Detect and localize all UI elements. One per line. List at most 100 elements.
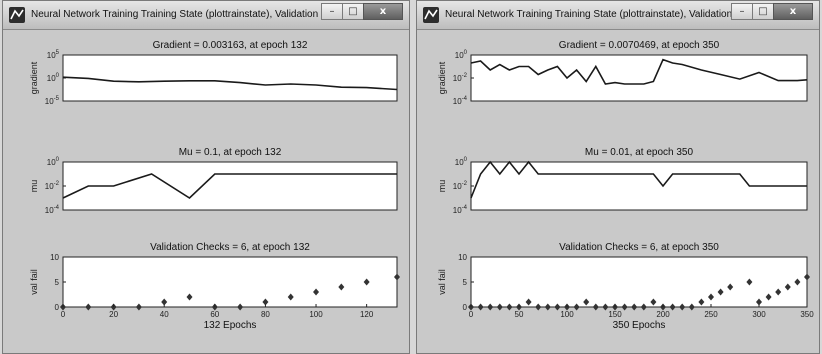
y-tick-label: 0	[55, 303, 60, 312]
data-point	[525, 298, 532, 306]
plot-title: Gradient = 0.0070469, at epoch 350	[559, 40, 720, 51]
y-tick-label: 10-4	[453, 96, 468, 106]
data-point	[85, 303, 92, 311]
data-point	[698, 298, 705, 306]
data-point	[573, 303, 580, 311]
x-axis-label: 132 Epochs	[204, 320, 257, 331]
plot-1: Gradient = 0.0070469, at epoch 350 gradie…	[437, 40, 808, 106]
x-tick-label: 40	[160, 310, 169, 319]
data-point	[487, 303, 494, 311]
right-window: Neural Network Training Training State (…	[416, 0, 820, 354]
data-point	[338, 283, 345, 291]
close-button[interactable]: x	[773, 3, 813, 20]
y-tick-label: 0	[463, 303, 468, 312]
series-line	[62, 173, 397, 200]
plot-2: Mu = 0.01, at epoch 350 mu 100 10-2 10-4	[437, 147, 808, 215]
data-point	[535, 303, 542, 311]
axes-frame	[470, 256, 808, 308]
y-tick-label: 100	[455, 50, 468, 60]
data-point	[775, 288, 782, 296]
x-tick-label: 100	[560, 310, 574, 319]
plot-title: Validation Checks = 6, at epoch 132	[150, 242, 310, 253]
data-point	[161, 298, 168, 306]
data-point	[765, 293, 772, 301]
series-line	[470, 58, 808, 85]
data-point	[717, 288, 724, 296]
left-window-controls: – □ x	[321, 3, 403, 23]
y-axis-label: val fail	[437, 269, 447, 295]
x-axis-label: 350 Epochs	[613, 320, 666, 331]
data-point	[592, 303, 599, 311]
x-tick-label: 100	[309, 310, 323, 319]
close-button[interactable]: x	[363, 3, 403, 20]
x-tick-label: 250	[704, 310, 718, 319]
x-tick-label: 0	[61, 310, 66, 319]
matlab-app-icon	[423, 7, 439, 23]
data-point	[746, 278, 753, 286]
minimize-button[interactable]: –	[321, 3, 343, 20]
right-window-title: Neural Network Training Training State (…	[445, 9, 757, 20]
data-point	[631, 303, 638, 311]
right-titlebar[interactable]: Neural Network Training Training State (…	[417, 1, 819, 30]
data-point	[679, 303, 686, 311]
data-point	[621, 303, 628, 311]
x-tick-label: 120	[360, 310, 374, 319]
data-point	[544, 303, 551, 311]
y-tick-label: 100	[455, 157, 468, 167]
y-axis-label: gradient	[29, 61, 39, 94]
y-tick-label: 105	[47, 50, 60, 60]
x-tick-label: 350	[800, 310, 814, 319]
matlab-app-icon	[9, 7, 25, 23]
plot-title: Mu = 0.1, at epoch 132	[179, 147, 282, 158]
plot-title: Gradient = 0.003163, at epoch 132	[153, 40, 308, 51]
data-point	[804, 273, 810, 281]
data-point	[394, 273, 400, 281]
data-point	[708, 293, 714, 301]
axes-frame	[470, 54, 808, 102]
plot-3: Validation Checks = 6, at epoch 350 val f…	[437, 242, 814, 331]
minimize-button[interactable]: –	[731, 3, 753, 20]
data-point	[640, 303, 647, 311]
data-point	[727, 283, 734, 291]
data-point	[756, 298, 762, 306]
axes-frame	[62, 161, 398, 211]
right-plots-canvas: Gradient = 0.0070469, at epoch 350 gradie…	[437, 40, 814, 331]
maximize-button[interactable]: □	[342, 3, 364, 20]
data-point	[262, 298, 269, 306]
x-tick-label: 20	[109, 310, 118, 319]
x-tick-label: 50	[515, 310, 524, 319]
data-point	[602, 303, 609, 311]
data-point	[135, 303, 142, 311]
y-tick-label: 10-2	[453, 181, 468, 191]
y-tick-label: 5	[55, 278, 60, 287]
axes-frame	[62, 54, 398, 102]
y-tick-label: 10	[50, 253, 59, 262]
left-plots-canvas: Gradient = 0.003163, at epoch 132 gradien…	[29, 40, 400, 331]
plot-3: Validation Checks = 6, at epoch 132 val f…	[29, 242, 400, 331]
series-line	[470, 160, 807, 199]
data-point	[669, 303, 676, 311]
x-tick-label: 300	[752, 310, 766, 319]
left-titlebar[interactable]: Neural Network Training Training State (…	[3, 1, 409, 30]
data-point	[554, 303, 561, 311]
data-point	[186, 293, 193, 301]
data-point	[688, 303, 695, 311]
maximize-button[interactable]: □	[752, 3, 774, 20]
data-point	[287, 293, 294, 301]
y-tick-label: 100	[47, 73, 60, 83]
x-tick-label: 80	[261, 310, 270, 319]
data-point	[363, 278, 370, 286]
y-axis-label: val fail	[29, 269, 39, 295]
data-point	[794, 278, 801, 286]
x-tick-label: 150	[608, 310, 622, 319]
axes-frame	[62, 256, 398, 308]
y-tick-label: 10-2	[45, 181, 60, 191]
y-tick-label: 10-4	[45, 205, 60, 215]
y-tick-label: 100	[47, 157, 60, 167]
y-tick-label: 10-4	[453, 205, 468, 215]
plot-2: Mu = 0.1, at epoch 132 mu 100 10-2 10-4	[29, 147, 398, 215]
y-axis-label: mu	[29, 180, 39, 193]
y-tick-label: 5	[463, 278, 468, 287]
x-tick-label: 200	[656, 310, 670, 319]
y-axis-label: gradient	[437, 61, 447, 94]
